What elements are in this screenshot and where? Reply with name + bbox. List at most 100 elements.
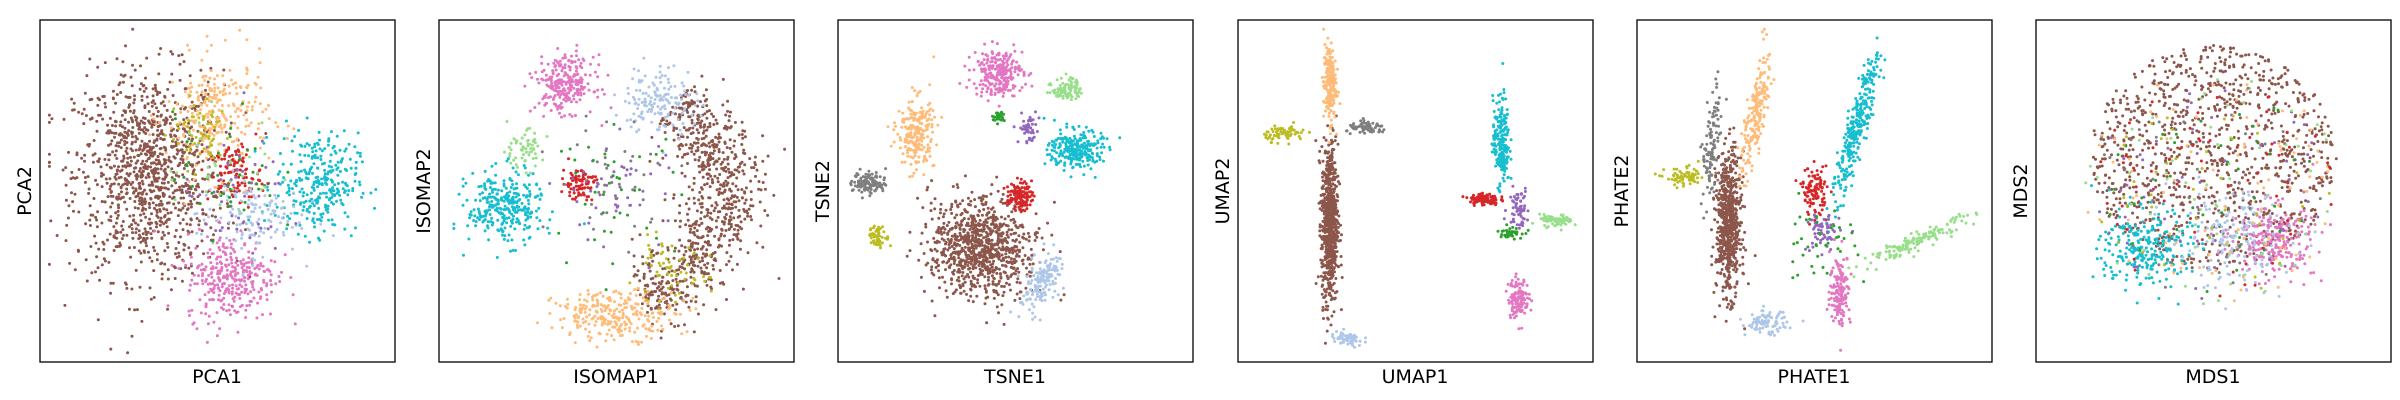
scatter-point: [652, 83, 656, 87]
scatter-point: [117, 133, 121, 137]
scatter-point: [755, 168, 759, 172]
scatter-point: [119, 185, 123, 189]
scatter-point: [215, 100, 219, 104]
scatter-point: [335, 134, 339, 138]
scatter-point: [546, 226, 550, 230]
scatter-point: [562, 74, 566, 78]
scatter-point: [151, 133, 155, 136]
scatter-point: [630, 237, 634, 241]
scatter-point: [139, 144, 143, 148]
scatter-point: [743, 135, 747, 139]
scatter-point: [114, 119, 117, 123]
scatter-point: [49, 219, 53, 223]
scatter-point: [343, 211, 347, 215]
scatter-point: [697, 158, 701, 162]
scatter-point: [292, 127, 296, 131]
scatter-point: [735, 168, 739, 172]
scatter-point: [269, 279, 272, 283]
scatter-point: [250, 210, 254, 214]
scatter-point: [160, 277, 164, 281]
scatter-point: [170, 72, 174, 76]
scatter-point: [176, 214, 180, 218]
scatter-point: [225, 309, 229, 313]
scatter-point: [220, 262, 224, 266]
scatter-point: [298, 202, 302, 206]
scatter-point: [703, 279, 707, 283]
scatter-point: [542, 114, 546, 118]
scatter-point: [265, 268, 269, 272]
scatter-point: [97, 160, 101, 164]
scatter-point: [641, 262, 645, 266]
scatter-point: [202, 147, 206, 151]
scatter-point: [728, 238, 732, 242]
scatter-point: [603, 156, 607, 160]
scatter-point: [246, 277, 250, 281]
scatter-point: [250, 177, 254, 180]
scatter-point: [710, 178, 714, 182]
scatter-point: [708, 216, 712, 220]
scatter-point: [703, 153, 707, 157]
scatter-point: [628, 281, 632, 285]
scatter-point: [148, 133, 152, 137]
scatter-point: [358, 183, 362, 187]
scatter-point: [945, 295, 949, 299]
scatter-point: [673, 312, 677, 315]
scatter-point: [231, 183, 235, 187]
scatter-point: [538, 197, 542, 201]
scatter-point: [349, 234, 353, 238]
scatter-point: [629, 159, 633, 163]
scatter-point: [331, 223, 335, 226]
scatter-point: [201, 208, 205, 212]
scatter-point: [632, 67, 636, 71]
scatter-point: [221, 181, 224, 185]
scatter-point: [939, 202, 943, 206]
scatter-point: [130, 140, 134, 144]
scatter-point: [227, 104, 231, 108]
scatter-point: [180, 188, 184, 192]
scatter-point: [707, 240, 710, 244]
scatter-point: [217, 108, 221, 112]
scatter-point: [117, 182, 121, 186]
scatter-point: [148, 202, 152, 206]
scatter-point: [671, 111, 675, 115]
scatter-point: [326, 210, 330, 214]
scatter-point: [143, 121, 147, 125]
scatter-point: [672, 64, 676, 68]
scatter-point: [579, 93, 583, 97]
scatter-point: [555, 89, 559, 93]
scatter-point: [333, 193, 337, 197]
scatter-point: [238, 223, 242, 226]
scatter-point: [148, 221, 152, 225]
scatter-point: [705, 128, 709, 132]
scatter-point: [235, 186, 239, 190]
scatter-point: [152, 189, 156, 193]
scatter-point: [562, 168, 566, 172]
scatter-point: [266, 182, 270, 186]
scatter-point: [209, 287, 213, 291]
scatter-point: [119, 146, 123, 150]
scatter-point: [677, 291, 681, 295]
scatter-point: [173, 266, 177, 270]
scatter-point: [125, 207, 129, 211]
scatter-point: [176, 164, 180, 168]
scatter-point: [200, 90, 204, 94]
scatter-point: [312, 211, 316, 215]
scatter-point: [728, 215, 732, 219]
scatter-point: [744, 198, 748, 202]
scatter-point: [714, 308, 718, 312]
scatter-point: [187, 246, 191, 250]
scatter-point: [104, 105, 107, 109]
scatter-point: [705, 116, 709, 120]
scatter-point: [315, 141, 319, 145]
scatter-point: [317, 206, 321, 210]
scatter-point: [153, 249, 157, 253]
scatter-point: [240, 236, 244, 240]
scatter-point: [243, 194, 247, 198]
scatter-point: [700, 202, 704, 205]
scatter-point: [121, 60, 125, 64]
scatter-point: [140, 94, 144, 98]
scatter-point: [234, 239, 238, 243]
scatter-point: [548, 218, 552, 222]
scatter-point: [251, 222, 254, 226]
scatter-point: [316, 218, 319, 221]
